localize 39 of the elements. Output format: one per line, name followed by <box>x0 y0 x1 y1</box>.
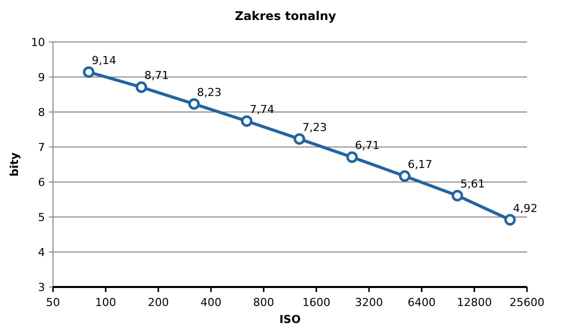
point <box>82 66 94 78</box>
y-tick-label: 10 <box>31 36 45 49</box>
chart-title: Zakres tonalny <box>234 9 336 23</box>
x-axis-title: ISO <box>279 313 301 326</box>
data-label: 8,23 <box>197 86 222 99</box>
data-label: 6,71 <box>355 139 380 152</box>
x-tick-label: 12800 <box>456 296 492 309</box>
point <box>452 190 464 202</box>
y-tick-label: 5 <box>38 210 45 224</box>
point <box>398 170 410 182</box>
data-label: 7,23 <box>302 120 327 134</box>
point <box>294 133 306 145</box>
data-label: 6,17 <box>408 158 432 172</box>
y-axis-title: bity <box>8 152 21 177</box>
data-label: 8,71 <box>144 69 169 82</box>
y-tick-label: 3 <box>38 280 45 294</box>
y-tick-label: 7 <box>38 140 45 154</box>
y-tick-label: 4 <box>38 246 45 259</box>
x-tick-label: 25600 <box>510 296 544 309</box>
data-label: 4,92 <box>513 202 538 215</box>
x-tick-label: 6400 <box>408 296 436 309</box>
y-tick-label: 8 <box>38 106 45 119</box>
y-tick-label: 9 <box>38 70 45 84</box>
point <box>136 81 148 93</box>
data-label: 7,74 <box>250 103 274 116</box>
point <box>188 98 200 110</box>
data-label: 9,14 <box>92 54 116 68</box>
x-tick-label: 100 <box>95 296 116 309</box>
x-tick-label: 1600 <box>302 296 330 309</box>
point <box>346 151 358 163</box>
x-tick-label: 400 <box>200 296 222 309</box>
x-tick-label: 50 <box>46 296 60 309</box>
x-tick-label: 3200 <box>355 296 383 309</box>
point <box>504 214 516 226</box>
y-tick-label: 6 <box>38 176 45 189</box>
x-tick-label: 200 <box>148 296 169 309</box>
x-tick-label: 800 <box>253 296 274 309</box>
point <box>240 115 252 127</box>
data-label: 5,61 <box>460 178 485 191</box>
